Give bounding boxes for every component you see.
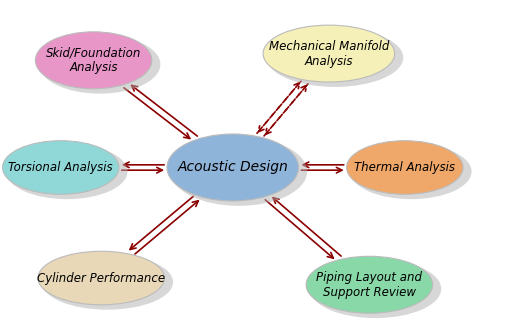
Ellipse shape [3,141,119,194]
Ellipse shape [41,255,173,310]
Ellipse shape [6,144,127,199]
Ellipse shape [309,259,440,318]
Ellipse shape [38,251,164,305]
Text: Skid/Foundation
Analysis: Skid/Foundation Analysis [46,46,141,74]
Ellipse shape [346,141,462,194]
Ellipse shape [349,144,471,199]
Text: Piping Layout and
Support Review: Piping Layout and Support Review [316,271,422,299]
Ellipse shape [306,256,432,313]
Ellipse shape [263,25,394,82]
Ellipse shape [266,28,402,87]
Text: Acoustic Design: Acoustic Design [177,160,287,175]
Ellipse shape [170,137,307,206]
Ellipse shape [39,35,160,93]
Text: Cylinder Performance: Cylinder Performance [37,272,165,284]
Text: Torsional Analysis: Torsional Analysis [9,161,113,174]
Ellipse shape [35,32,152,89]
Ellipse shape [167,134,298,201]
Text: Thermal Analysis: Thermal Analysis [354,161,454,174]
Text: Mechanical Manifold
Analysis: Mechanical Manifold Analysis [268,40,388,68]
